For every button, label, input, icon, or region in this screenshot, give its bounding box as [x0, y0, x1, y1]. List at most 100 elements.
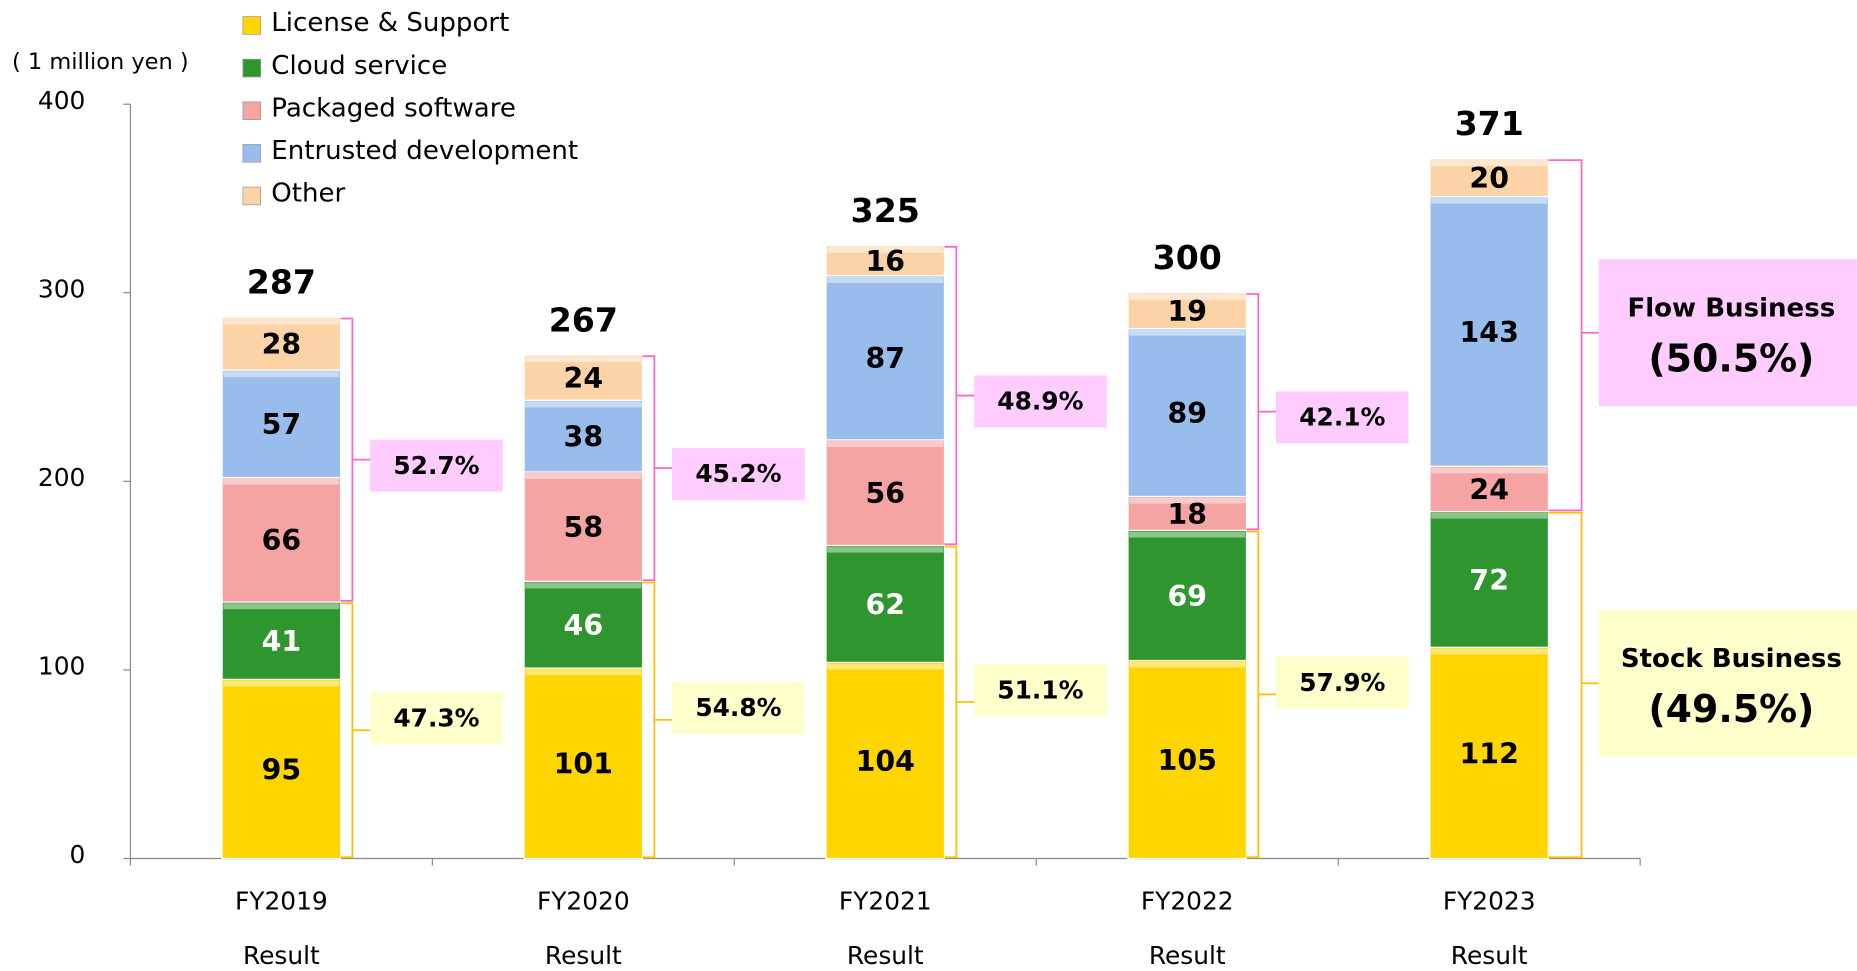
bar-segment [221, 601, 342, 680]
group-bracket [1548, 511, 1583, 859]
bar-segment [825, 245, 946, 277]
group-share-label: 52.7% [393, 451, 479, 480]
bar-value-label: 69 [1167, 580, 1207, 613]
bar-value-label: 19 [1167, 295, 1207, 328]
group-bracket [1246, 530, 1260, 859]
bar-segment [523, 399, 644, 473]
bar-highlight [1431, 197, 1548, 204]
bar-segment [1429, 158, 1549, 198]
bar-value-label: 46 [564, 609, 604, 642]
group-share-box [1276, 656, 1409, 709]
bar-segment [221, 476, 342, 603]
legend-label: Cloud service [271, 51, 447, 81]
bar-highlight [1431, 160, 1548, 166]
bar-value-label: 18 [1167, 498, 1207, 531]
bar-highlight [525, 473, 642, 480]
bar-highlight [223, 603, 340, 610]
legend-swatch [242, 101, 261, 120]
bar-segment [221, 316, 342, 371]
y-tick-label: 100 [38, 652, 85, 681]
bar-segment [523, 354, 644, 401]
bar-segment [523, 471, 644, 582]
x-tick-label: FY2022 [1141, 886, 1234, 915]
bar-highlight [1431, 648, 1548, 655]
group-share-box [974, 375, 1107, 428]
group-share-box [370, 692, 503, 745]
bar-segment [825, 661, 946, 860]
y-tick-label: 400 [38, 86, 85, 115]
group-bracket [642, 581, 656, 859]
bar-highlight [223, 318, 340, 325]
group-share-box [1598, 609, 1857, 757]
bar-highlight [1129, 531, 1246, 538]
bar-value-label: 87 [866, 342, 906, 375]
group-share-label: 51.1% [997, 675, 1083, 704]
bar-value-label: 38 [564, 420, 604, 453]
legend-label: Packaged software [271, 93, 516, 123]
bar-segment [1429, 646, 1549, 860]
total-label: 287 [247, 263, 316, 302]
bar-highlight [223, 371, 340, 378]
x-tick-label: FY2023 [1443, 886, 1536, 915]
group-bracket [340, 602, 354, 859]
group-bracket [1548, 159, 1583, 512]
x-tick-label: Result [545, 941, 622, 970]
bar-value-label: 101 [554, 748, 613, 781]
bar-value-label: 24 [564, 362, 604, 395]
bar-segment [1127, 495, 1248, 531]
bar-segment [221, 678, 342, 860]
bar-segment [1127, 529, 1248, 662]
y-unit-label: ( 1 million yen ) [12, 49, 189, 75]
group-share-label: 42.1% [1299, 403, 1385, 432]
bar-highlight [525, 356, 642, 363]
bar-highlight [827, 276, 944, 283]
group-share-label: 54.8% [695, 693, 781, 722]
group-share-box [1598, 259, 1857, 407]
bar-highlight [223, 478, 340, 485]
x-tick-label: FY2021 [839, 886, 932, 915]
legend-swatch [242, 186, 261, 206]
y-tick-label: 300 [38, 274, 85, 303]
x-tick-label: Result [1451, 941, 1528, 970]
x-tick-label: Result [243, 941, 320, 970]
bar-highlight [1129, 497, 1246, 504]
bar-value-label: 56 [866, 477, 906, 510]
y-tick-label: 200 [38, 463, 85, 492]
bar-highlight [223, 680, 340, 687]
group-bracket [1246, 293, 1260, 531]
group-share-label: 45.2% [695, 459, 781, 488]
bar-highlight [1129, 329, 1246, 336]
bar-value-label: 143 [1460, 316, 1519, 349]
total-label: 371 [1455, 104, 1524, 143]
bar-segment [1429, 465, 1549, 513]
bar-value-label: 57 [262, 408, 302, 441]
total-label: 325 [851, 191, 920, 230]
group-share-box [974, 664, 1107, 717]
x-tick-label: Result [847, 941, 924, 970]
legend-label: License & Support [271, 8, 509, 38]
bar-segment [221, 369, 342, 479]
bar-segment [1429, 196, 1549, 467]
group-share-label: 48.9% [997, 387, 1083, 416]
bar-value-label: 72 [1469, 564, 1509, 597]
bar-highlight [827, 246, 944, 253]
bar-value-label: 105 [1158, 744, 1217, 777]
bar-value-label: 41 [262, 625, 302, 658]
group-bracket [944, 245, 958, 546]
bar-highlight [525, 669, 642, 676]
bar-segment [825, 275, 946, 441]
bar-value-label: 62 [866, 588, 906, 621]
bar-segment [1127, 292, 1248, 330]
bar-value-label: 112 [1460, 737, 1519, 770]
legend-label: Entrusted development [271, 136, 578, 166]
group-name: Stock Business [1621, 644, 1842, 674]
y-tick-label: 0 [70, 840, 86, 869]
group-share-box [370, 439, 503, 492]
group-share-box [1276, 391, 1409, 444]
bar-value-label: 16 [866, 245, 906, 278]
bar-highlight [525, 582, 642, 589]
legend-label: Other [271, 179, 345, 209]
bar-highlight [525, 401, 642, 408]
bar-highlight [827, 441, 944, 447]
